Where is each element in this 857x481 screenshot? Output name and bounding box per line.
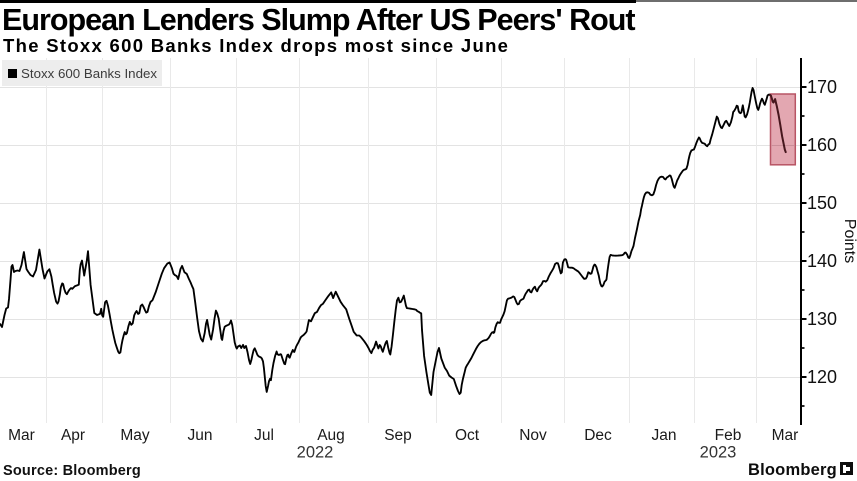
svg-text:130: 130 [807,309,837,329]
svg-text:150: 150 [807,193,837,213]
svg-text:Jan: Jan [652,427,677,444]
svg-text:Apr: Apr [61,427,85,444]
svg-text:Points: Points [841,219,857,263]
svg-text:Nov: Nov [519,427,547,444]
svg-text:170: 170 [807,77,837,97]
svg-text:Feb: Feb [715,427,742,444]
svg-text:May: May [120,427,150,444]
svg-text:Dec: Dec [584,427,612,444]
svg-text:140: 140 [807,251,837,271]
svg-text:Sep: Sep [384,427,412,444]
svg-text:Mar: Mar [8,427,35,444]
svg-text:Oct: Oct [455,427,480,444]
svg-text:Jun: Jun [188,427,213,444]
svg-text:Jul: Jul [254,427,274,444]
svg-text:Mar: Mar [772,427,799,444]
svg-text:160: 160 [807,135,837,155]
svg-text:Aug: Aug [317,427,345,444]
svg-text:2022: 2022 [297,444,334,462]
svg-text:2023: 2023 [700,444,737,462]
svg-text:120: 120 [807,367,837,387]
